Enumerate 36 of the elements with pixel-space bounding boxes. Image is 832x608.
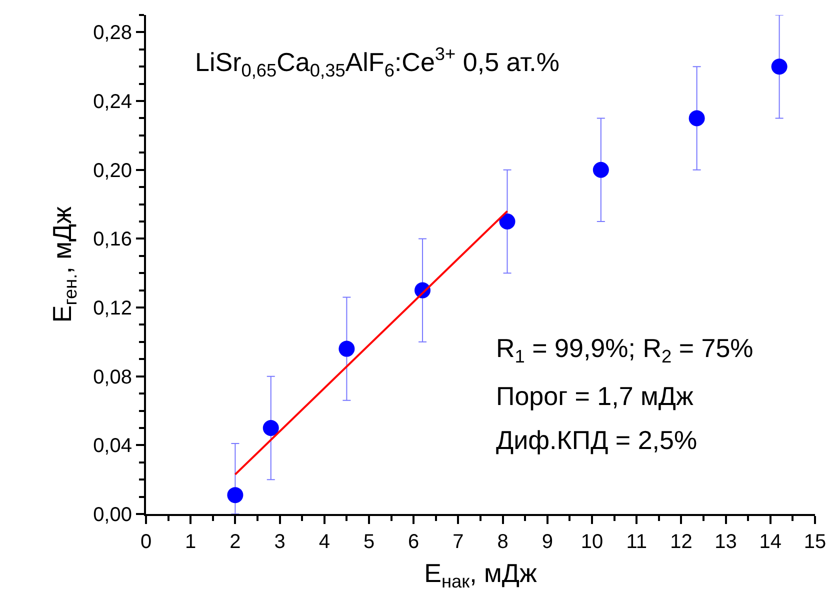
x-tick-label: 3: [274, 531, 286, 553]
point: [262, 420, 279, 436]
x-tick-label: 1: [185, 531, 196, 553]
x-tick-label: 7: [452, 531, 464, 553]
text: LiSr$_{0,65}$Ca$_{0,35}$AlF$_{6}$:Ce$^{3+}$ 0,5 ат.%: [195, 44, 560, 80]
x-tick-label: 13: [714, 531, 737, 553]
x-axis-title: E$_{нак}$, мДж: [424, 558, 538, 592]
annotation: Порог = 1,7 мДж: [496, 381, 694, 411]
x-tick-label: 15: [804, 531, 826, 553]
x-tick-label: 0: [140, 531, 152, 553]
point: [592, 162, 609, 178]
y-tick-label: 0,12: [93, 298, 132, 320]
point: [338, 340, 355, 357]
point: [688, 110, 705, 126]
x-tick-label: 11: [626, 531, 647, 553]
annotation: R$_{1}$ = 99,9%; R$_{2}$ = 75%: [496, 333, 754, 366]
x-tick-label: 4: [318, 531, 330, 553]
point: [227, 487, 244, 504]
x-tick-label: 12: [670, 531, 692, 553]
x-tick-label: 2: [230, 531, 241, 553]
y-tick-label: 0,00: [93, 504, 132, 526]
x-tick-label: 10: [580, 531, 604, 553]
y-tick-label: 0,20: [93, 160, 132, 182]
point: [771, 58, 788, 75]
x-tick-label: 5: [363, 531, 375, 553]
y-tick-label: 0,08: [93, 366, 132, 388]
point: [499, 213, 516, 230]
x-tick-label: 8: [497, 531, 508, 553]
y-tick-label: 0,28: [93, 22, 132, 44]
y-tick-label: 0,04: [93, 435, 132, 458]
x-tick-label: 14: [759, 531, 782, 553]
annotation: Диф.КПД = 2,5%: [496, 425, 698, 455]
x-tick-label: 9: [542, 531, 553, 553]
y-tick-label: 0,16: [93, 228, 132, 251]
y-tick-label: 0,24: [93, 91, 132, 114]
x-tick-label: 6: [408, 531, 420, 553]
